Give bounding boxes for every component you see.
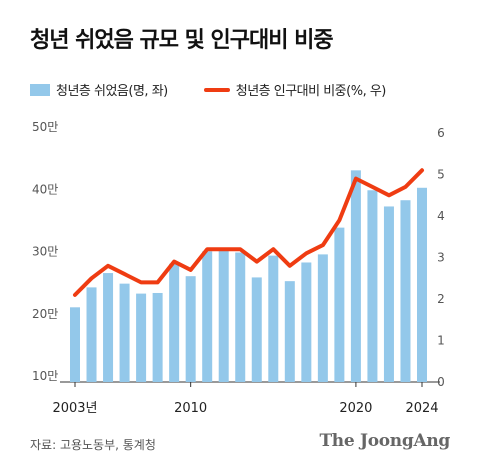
right-axis-tick-label: 3: [437, 251, 445, 265]
x-axis-tick-label: 2003년: [52, 401, 97, 416]
bar: [70, 307, 80, 382]
bar: [317, 254, 328, 382]
legend: 청년층 쉬었음(명, 좌) 청년층 인구대비 비중(%, 우): [30, 80, 386, 99]
bar: [367, 190, 378, 382]
legend-bar-swatch: [30, 83, 50, 96]
legend-line-label: 청년층 인구대비 비중(%, 우): [235, 84, 387, 99]
bar: [417, 187, 427, 382]
bar: [251, 277, 262, 382]
brand-logo: The JoongAng: [319, 431, 450, 451]
right-axis-tick-label: 1: [437, 334, 445, 348]
x-axis-tick-label: 2010: [174, 401, 207, 416]
left-axis-tick-label: 10만: [32, 369, 58, 383]
right-axis-tick-label: 4: [437, 209, 445, 223]
bar: [136, 293, 147, 382]
left-axis-tick-label: 50만: [32, 120, 58, 134]
bar: [202, 251, 213, 382]
bar: [400, 200, 411, 382]
right-axis-tick-label: 0: [437, 375, 445, 389]
bar: [152, 292, 163, 382]
bar: [334, 227, 345, 382]
bar: [284, 281, 295, 382]
source-note: 자료: 고용노동부, 통계청: [30, 438, 156, 452]
chart-title: 청년 쉬었음 규모 및 인구대비 비중: [30, 28, 334, 53]
legend-bar-label: 청년층 쉬었음(명, 좌): [56, 84, 168, 99]
x-axis-tick-label: 2024: [405, 401, 438, 416]
right-axis-tick-label: 5: [437, 168, 445, 182]
x-axis-tick-label: 2020: [339, 401, 372, 416]
right-axis-tick-label: 2: [437, 292, 445, 306]
left-axis-tick-label: 20만: [32, 307, 58, 321]
bar: [383, 206, 394, 382]
bar: [301, 262, 312, 382]
right-axis-tick-label: 6: [437, 126, 445, 140]
bar: [268, 255, 279, 382]
bar: [235, 252, 246, 382]
bar: [119, 283, 130, 382]
bar: [169, 263, 180, 382]
bar: [350, 170, 361, 382]
bar: [103, 273, 114, 382]
left-axis-tick-label: 40만: [32, 182, 58, 196]
bar: [86, 287, 97, 382]
share-line: [73, 168, 424, 297]
bar: [218, 250, 229, 382]
legend-line-swatch: [203, 87, 230, 92]
bar: [185, 276, 196, 382]
left-axis-tick-label: 30만: [32, 245, 58, 259]
